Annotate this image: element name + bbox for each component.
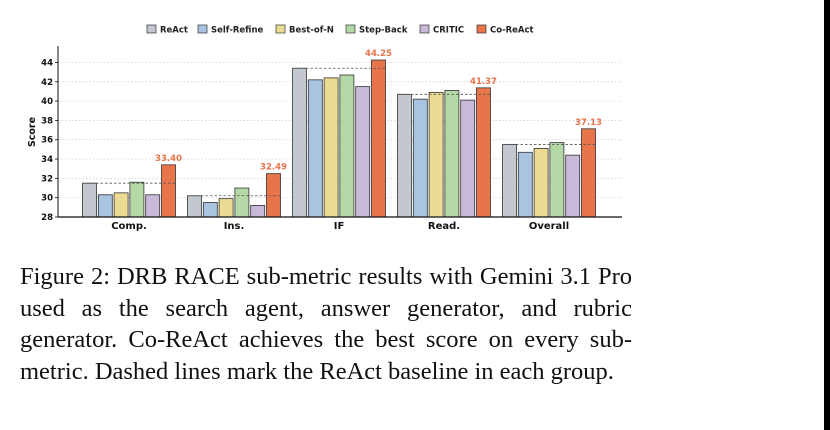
bar bbox=[129, 181, 145, 218]
bar bbox=[113, 192, 129, 218]
x-tick-label: Read. bbox=[428, 221, 460, 232]
bar bbox=[307, 79, 323, 218]
bar bbox=[549, 142, 565, 218]
bar bbox=[292, 67, 307, 218]
y-tick-label: 34 bbox=[41, 155, 53, 165]
bar bbox=[161, 164, 176, 218]
legend-swatch bbox=[146, 24, 157, 34]
y-tick-label: 44 bbox=[41, 58, 53, 68]
bar bbox=[355, 86, 371, 218]
bar bbox=[82, 182, 97, 218]
legend-swatch bbox=[197, 24, 208, 34]
bar bbox=[339, 74, 355, 218]
bar bbox=[371, 59, 386, 218]
bar bbox=[412, 98, 428, 218]
page-edge bbox=[824, 0, 830, 430]
legend-label: ReAct bbox=[160, 26, 188, 36]
legend-swatch bbox=[345, 24, 356, 34]
legend-label: CRITIC bbox=[433, 26, 464, 36]
figure-caption: Figure 2: DRB RACE sub-metric results wi… bbox=[20, 263, 632, 385]
x-tick-label: Ins. bbox=[224, 221, 245, 232]
bar bbox=[428, 91, 444, 218]
y-axis-label: Score bbox=[27, 117, 38, 147]
bar bbox=[476, 87, 491, 218]
axes: 28 30 32 34 36 38 40 42 44 Comp. Ins. IF Read. Overal… bbox=[41, 46, 622, 232]
legend-label: Best-of-N bbox=[289, 26, 334, 36]
data-label: 44.25 bbox=[365, 49, 392, 59]
bar bbox=[202, 202, 218, 218]
bar bbox=[323, 77, 339, 218]
legend-swatch bbox=[476, 24, 487, 34]
bar bbox=[218, 198, 234, 218]
y-tick-label: 42 bbox=[41, 78, 53, 88]
bar bbox=[266, 173, 281, 218]
legend-label: Co-ReAct bbox=[490, 26, 534, 36]
y-tick-label: 36 bbox=[41, 136, 53, 146]
x-tick-label: Comp. bbox=[111, 221, 147, 232]
bar bbox=[234, 187, 250, 218]
bar bbox=[187, 195, 202, 218]
bar bbox=[145, 194, 161, 218]
bar bbox=[565, 154, 581, 218]
data-label: 37.13 bbox=[575, 118, 602, 128]
bar bbox=[97, 194, 113, 218]
y-tick-label: 40 bbox=[41, 97, 53, 107]
data-label: 41.37 bbox=[470, 77, 497, 87]
x-tick-label: Overall bbox=[529, 221, 569, 232]
bars bbox=[82, 59, 596, 218]
legend: ReAct Self-Refine Best-of-N Step-Back CRITIC… bbox=[146, 24, 534, 36]
y-tick-label: 30 bbox=[41, 194, 53, 204]
baselines bbox=[82, 67, 596, 197]
data-labels: 33.40 32.49 44.25 41.37 37.13 bbox=[155, 49, 602, 173]
bar bbox=[460, 99, 476, 218]
bar bbox=[517, 151, 533, 218]
y-tick-label: 32 bbox=[41, 174, 53, 184]
y-tick-label: 38 bbox=[41, 116, 53, 126]
bar bbox=[250, 205, 266, 218]
y-tick-label: 28 bbox=[41, 213, 53, 223]
legend-swatch bbox=[419, 24, 430, 34]
x-tick-label: IF bbox=[334, 221, 345, 232]
data-label: 33.40 bbox=[155, 154, 182, 164]
bar bbox=[444, 90, 460, 218]
legend-label: Self-Refine bbox=[211, 26, 264, 36]
bar bbox=[533, 148, 549, 218]
bar bbox=[502, 144, 517, 218]
data-label: 32.49 bbox=[260, 163, 287, 173]
bar bbox=[581, 128, 596, 218]
bar bbox=[397, 93, 412, 218]
bar-chart: ReAct Self-Refine Best-of-N Step-Back CRITIC… bbox=[27, 24, 622, 232]
legend-label: Step-Back bbox=[359, 26, 408, 36]
legend-swatch bbox=[275, 24, 286, 34]
